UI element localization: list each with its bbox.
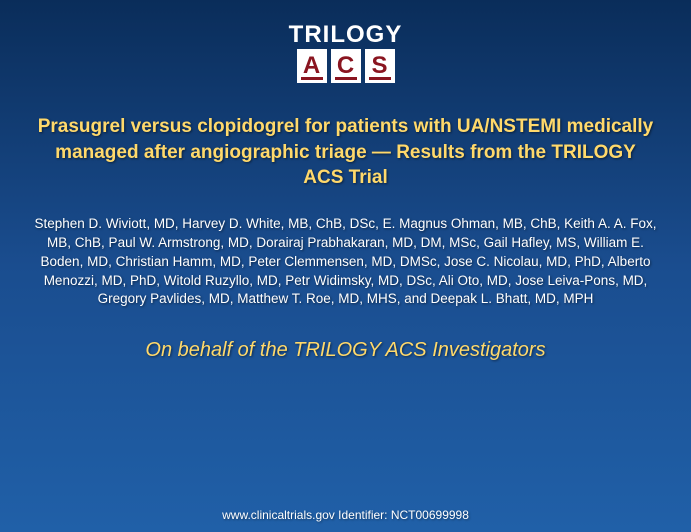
logo-letter-c: C xyxy=(331,49,361,83)
behalf-line: On behalf of the TRILOGY ACS Investigato… xyxy=(145,339,545,362)
logo-top-text: TRILOGY xyxy=(289,23,403,47)
slide-container: TRILOGY A C S Prasugrel versus clopidogr… xyxy=(0,0,691,532)
author-list: Stephen D. Wiviott, MD, Harvey D. White,… xyxy=(30,215,661,309)
logo-letter-s: S xyxy=(365,49,395,83)
logo-bottom-row: A C S xyxy=(297,49,395,83)
footer-identifier: www.clinicaltrials.gov Identifier: NCT00… xyxy=(0,508,691,522)
trilogy-acs-logo: TRILOGY A C S xyxy=(261,18,431,88)
logo-letter-a: A xyxy=(297,49,327,83)
slide-title: Prasugrel versus clopidogrel for patient… xyxy=(36,114,656,191)
